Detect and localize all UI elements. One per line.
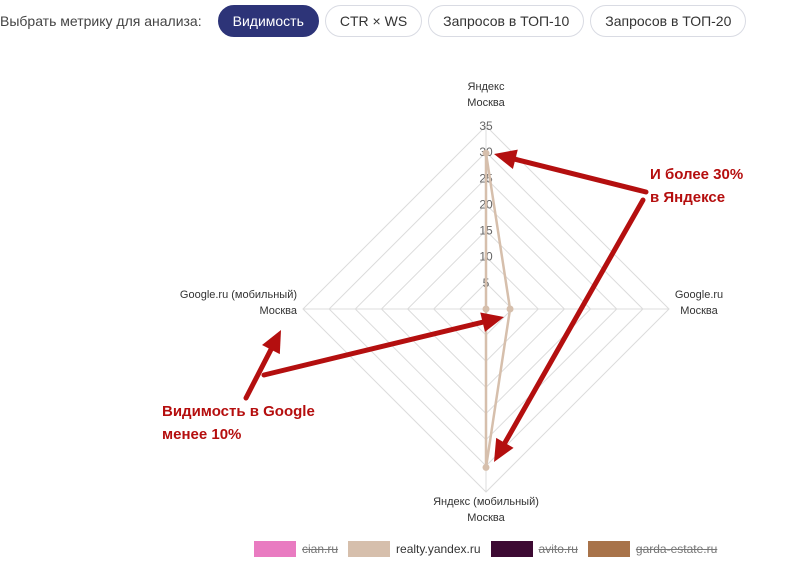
series-point xyxy=(506,305,514,313)
metric-button-visibility[interactable]: Видимость xyxy=(217,5,319,37)
metric-button-top10[interactable]: Запросов в ТОП-10 xyxy=(428,5,585,37)
metric-selector: Выбрать метрику для анализа: Видимость C… xyxy=(0,4,752,38)
annotation-arrow-google xyxy=(261,319,486,378)
annotation-arrow-google-head xyxy=(480,312,504,332)
legend-label-realty-yandex: realty.yandex.ru xyxy=(396,542,481,556)
axis-label-right-line1: Google.ru xyxy=(675,289,723,301)
series-point xyxy=(482,149,490,157)
annotation-arrow-yandex-head xyxy=(494,149,518,170)
legend-label-garda-estate: garda-estate.ru xyxy=(635,542,718,556)
metric-selector-label: Выбрать метрику для анализа: xyxy=(0,13,202,29)
annotation-google-line2: менее 10% xyxy=(162,426,241,443)
legend-swatch-avito xyxy=(490,541,533,557)
annotation-arrow-google-mobile xyxy=(243,347,274,401)
annotation-arrow-google-mobile-head xyxy=(262,330,281,355)
axis-label-bottom-line1: Яндекс (мобильный) xyxy=(433,496,539,508)
legend-item-realty-yandex[interactable]: realty.yandex.ru xyxy=(348,541,481,557)
legend-item-garda-estate[interactable]: garda-estate.ru xyxy=(587,541,718,557)
legend-item-cian[interactable]: cian.ru xyxy=(254,541,338,557)
legend-item-avito[interactable]: avito.ru xyxy=(490,541,578,557)
annotation-yandex-line2: в Яндексе xyxy=(650,189,725,206)
annotation-yandex-line1: И более 30% xyxy=(650,166,743,183)
axis-label-bottom-line2: Москва xyxy=(467,512,505,524)
axis-label-left-line2: Москва xyxy=(259,305,297,317)
annotation-arrow-yandex xyxy=(512,156,649,195)
annotation-arrow-yandex-mobile xyxy=(502,197,646,446)
legend-swatch-garda-estate xyxy=(587,541,630,557)
legend-label-cian: cian.ru xyxy=(302,542,339,556)
series-point xyxy=(482,305,490,313)
axis-label-top-line1: Яндекс xyxy=(468,81,505,93)
r-tick-label: 35 xyxy=(479,119,493,133)
annotation-google-line1: Видимость в Google xyxy=(162,403,315,420)
metric-button-ctr-ws[interactable]: CTR × WS xyxy=(324,5,423,37)
axis-label-top-line2: Москва xyxy=(467,97,505,109)
axis-label-left-line1: Google.ru (мобильный) xyxy=(180,289,297,301)
legend-swatch-realty-yandex xyxy=(348,541,391,557)
legend-label-avito: avito.ru xyxy=(538,542,578,556)
metric-button-top20[interactable]: Запросов в ТОП-20 xyxy=(590,5,747,37)
axis-label-right-line2: Москва xyxy=(680,305,718,317)
series-point xyxy=(482,463,490,471)
chart-legend: cian.ru realty.yandex.ru avito.ru garda-… xyxy=(254,541,727,557)
annotation-arrow-yandex-mobile-head xyxy=(494,437,514,462)
legend-swatch-cian xyxy=(254,541,296,557)
